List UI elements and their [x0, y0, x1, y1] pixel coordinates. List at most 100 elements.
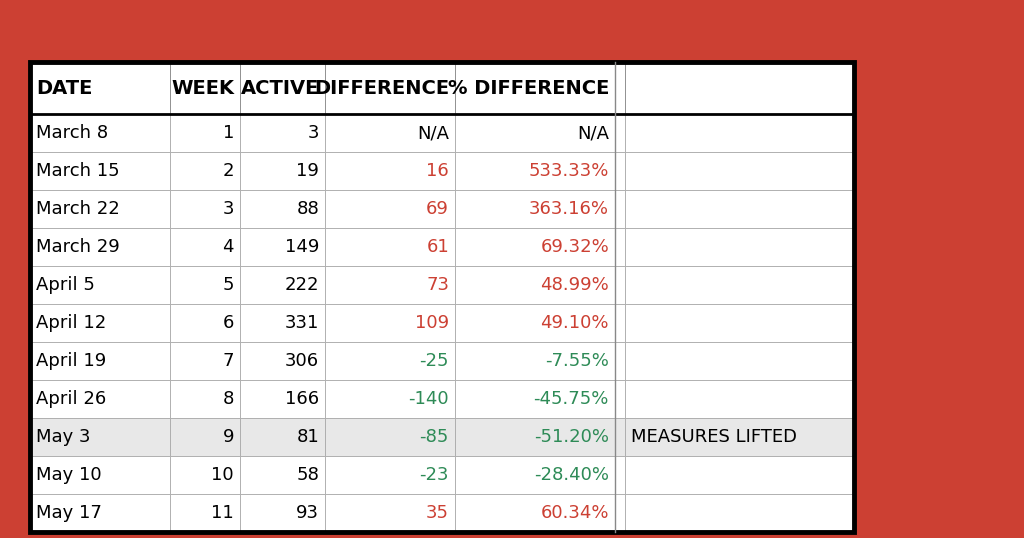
Bar [325, 418, 455, 456]
Bar [325, 304, 455, 342]
Bar [325, 266, 455, 304]
Bar [455, 418, 615, 456]
Bar [625, 380, 854, 418]
Bar [170, 114, 240, 152]
Text: 1: 1 [222, 124, 234, 142]
Text: -45.75%: -45.75% [534, 390, 609, 408]
Bar [170, 494, 240, 532]
Text: N/A: N/A [577, 124, 609, 142]
Bar [615, 266, 625, 304]
Text: -28.40%: -28.40% [534, 466, 609, 484]
Text: 88: 88 [296, 200, 319, 218]
Text: % DIFFERENCE: % DIFFERENCE [447, 79, 609, 97]
Text: 2: 2 [222, 162, 234, 180]
Text: April 5: April 5 [36, 276, 95, 294]
Bar [625, 494, 854, 532]
Bar [240, 380, 325, 418]
Bar [170, 380, 240, 418]
Bar [625, 62, 854, 114]
Text: 3: 3 [222, 200, 234, 218]
Bar [240, 190, 325, 228]
Bar [240, 494, 325, 532]
Bar [625, 266, 854, 304]
Bar [615, 228, 625, 266]
Bar [455, 266, 615, 304]
Bar [170, 342, 240, 380]
Text: -51.20%: -51.20% [534, 428, 609, 446]
Text: 81: 81 [296, 428, 319, 446]
Bar [240, 228, 325, 266]
Bar [325, 342, 455, 380]
Bar [30, 418, 170, 456]
Text: 48.99%: 48.99% [541, 276, 609, 294]
Bar [30, 380, 170, 418]
Bar [170, 190, 240, 228]
Text: April 12: April 12 [36, 314, 106, 332]
Bar [30, 62, 854, 532]
Bar [240, 114, 325, 152]
Text: 58: 58 [296, 466, 319, 484]
Text: 49.10%: 49.10% [541, 314, 609, 332]
Bar [30, 456, 170, 494]
Bar [455, 304, 615, 342]
Bar [325, 456, 455, 494]
Bar [240, 342, 325, 380]
Text: May 17: May 17 [36, 504, 101, 522]
Text: MEASURES LIFTED: MEASURES LIFTED [631, 428, 797, 446]
Bar [625, 418, 854, 456]
Bar [240, 266, 325, 304]
Bar [325, 380, 455, 418]
Text: -85: -85 [420, 428, 449, 446]
Text: 69: 69 [426, 200, 449, 218]
Text: DIFFERENCE: DIFFERENCE [314, 79, 449, 97]
Text: -7.55%: -7.55% [545, 352, 609, 370]
Bar [455, 190, 615, 228]
Bar [455, 114, 615, 152]
Text: -25: -25 [420, 352, 449, 370]
Text: -23: -23 [420, 466, 449, 484]
Text: 533.33%: 533.33% [528, 162, 609, 180]
Text: 8: 8 [222, 390, 234, 408]
Bar [30, 62, 854, 532]
Bar [455, 380, 615, 418]
Bar [30, 494, 170, 532]
Text: DATE: DATE [36, 79, 92, 97]
Bar [170, 228, 240, 266]
Text: 7: 7 [222, 352, 234, 370]
Bar [30, 228, 170, 266]
Bar [325, 228, 455, 266]
Bar [30, 266, 170, 304]
Bar [455, 152, 615, 190]
Bar [325, 190, 455, 228]
Bar [615, 418, 625, 456]
Bar [615, 494, 625, 532]
Bar [170, 152, 240, 190]
Bar [625, 228, 854, 266]
Text: 60.34%: 60.34% [541, 504, 609, 522]
Text: 10: 10 [211, 466, 234, 484]
Bar [170, 418, 240, 456]
Bar [240, 62, 325, 114]
Bar [30, 62, 170, 114]
Bar [615, 380, 625, 418]
Text: 9: 9 [222, 428, 234, 446]
Text: May 3: May 3 [36, 428, 90, 446]
Bar [625, 342, 854, 380]
Bar [240, 304, 325, 342]
Text: 69.32%: 69.32% [541, 238, 609, 256]
Bar [170, 304, 240, 342]
Text: April 19: April 19 [36, 352, 106, 370]
Bar [625, 456, 854, 494]
Bar [240, 418, 325, 456]
Text: 149: 149 [285, 238, 319, 256]
Text: 73: 73 [426, 276, 449, 294]
Bar [325, 114, 455, 152]
Bar [30, 190, 170, 228]
Bar [30, 304, 170, 342]
Bar [625, 152, 854, 190]
Bar [455, 342, 615, 380]
Bar [615, 456, 625, 494]
Bar [625, 114, 854, 152]
Text: 35: 35 [426, 504, 449, 522]
Text: 6: 6 [222, 314, 234, 332]
